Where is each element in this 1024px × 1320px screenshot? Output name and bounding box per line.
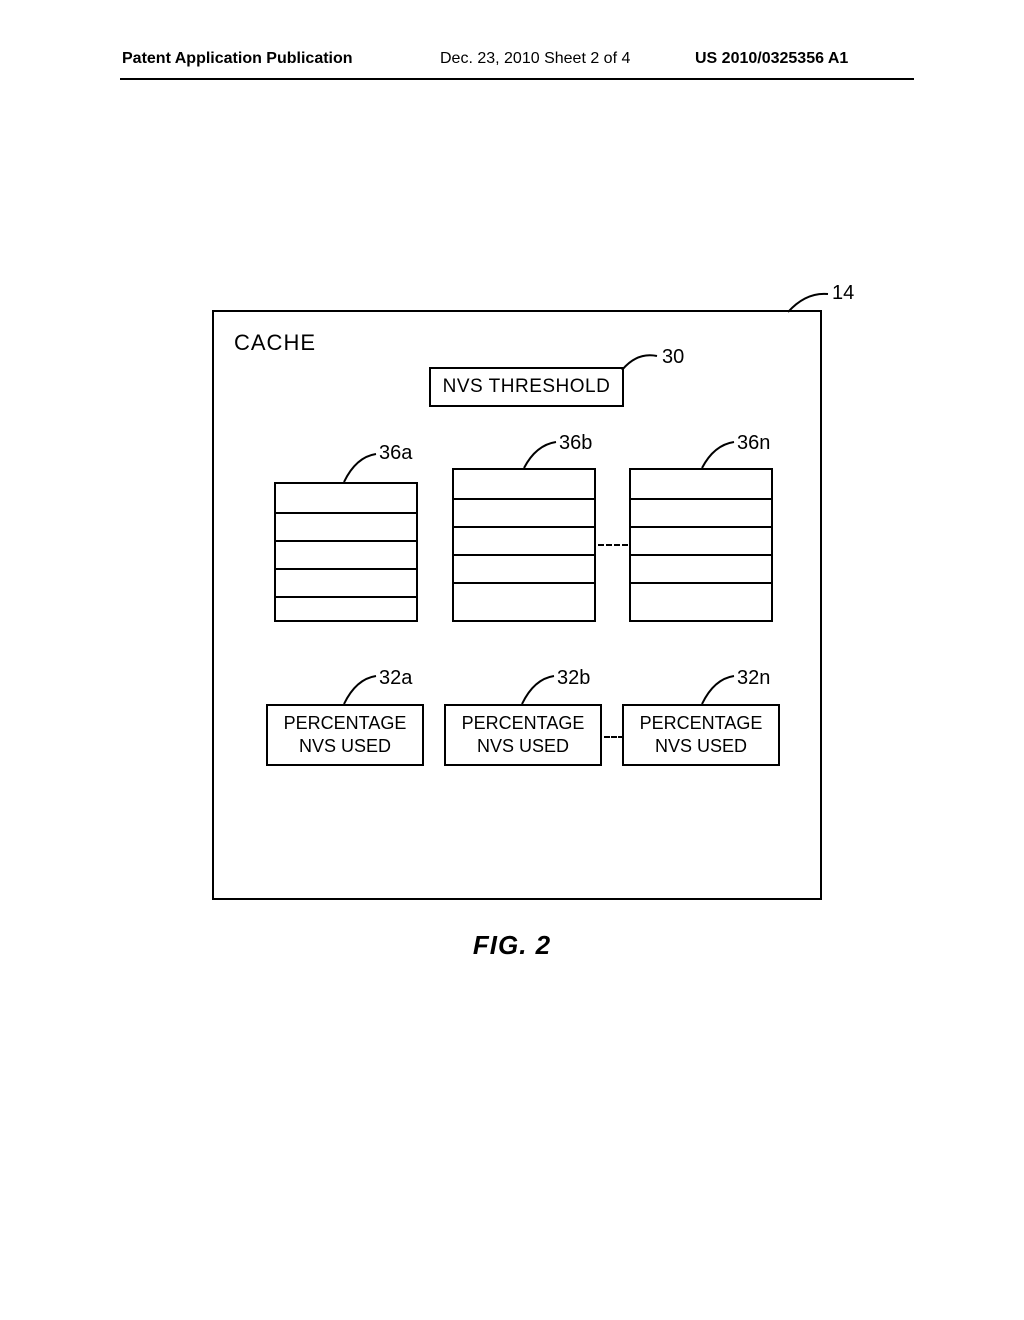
stack-row	[631, 554, 771, 582]
figure-caption: FIG. 2	[0, 930, 1024, 961]
stack-row	[276, 568, 416, 596]
pct-line2: NVS USED	[655, 736, 747, 756]
ellipsis-pct	[604, 736, 624, 738]
ref-30: 30	[662, 346, 684, 369]
stack-36a	[274, 482, 418, 622]
stack-row	[454, 470, 594, 498]
ref-32a: 32a	[379, 667, 412, 690]
stack-row	[631, 470, 771, 498]
stack-row	[454, 498, 594, 526]
header-publication: Patent Application Publication	[122, 50, 353, 68]
pct-line2: NVS USED	[477, 736, 569, 756]
stack-row	[631, 582, 771, 610]
stack-row	[454, 526, 594, 554]
ref-32n: 32n	[737, 667, 770, 690]
pct-line1: PERCENTAGE	[640, 713, 763, 733]
stack-36n	[629, 468, 773, 622]
stack-row	[276, 484, 416, 512]
stack-row	[631, 526, 771, 554]
cache-title: CACHE	[234, 330, 316, 356]
header-pubnum: US 2010/0325356 A1	[695, 50, 848, 68]
ref-36n: 36n	[737, 432, 770, 455]
stack-36b	[452, 468, 596, 622]
header-date-sheet: Dec. 23, 2010 Sheet 2 of 4	[440, 50, 630, 68]
stack-row	[276, 596, 416, 624]
stack-row	[276, 540, 416, 568]
pct-box-32n: PERCENTAGE NVS USED	[622, 704, 780, 766]
stack-row	[454, 582, 594, 610]
header-rule	[120, 78, 914, 80]
pct-line2: NVS USED	[299, 736, 391, 756]
ref-14: 14	[832, 282, 854, 305]
ref-32b: 32b	[557, 667, 590, 690]
ellipsis-stacks	[598, 544, 628, 546]
nvs-threshold-box: NVS THRESHOLD	[429, 367, 624, 407]
stack-row	[276, 512, 416, 540]
cache-container: CACHE NVS THRESHOLD	[212, 310, 822, 900]
nvs-threshold-label: NVS THRESHOLD	[443, 376, 611, 398]
ref-36a: 36a	[379, 442, 412, 465]
pct-box-32a: PERCENTAGE NVS USED	[266, 704, 424, 766]
ref-36b: 36b	[559, 432, 592, 455]
pct-line1: PERCENTAGE	[284, 713, 407, 733]
pct-box-32b: PERCENTAGE NVS USED	[444, 704, 602, 766]
pct-line1: PERCENTAGE	[462, 713, 585, 733]
stack-row	[631, 498, 771, 526]
stack-row	[454, 554, 594, 582]
